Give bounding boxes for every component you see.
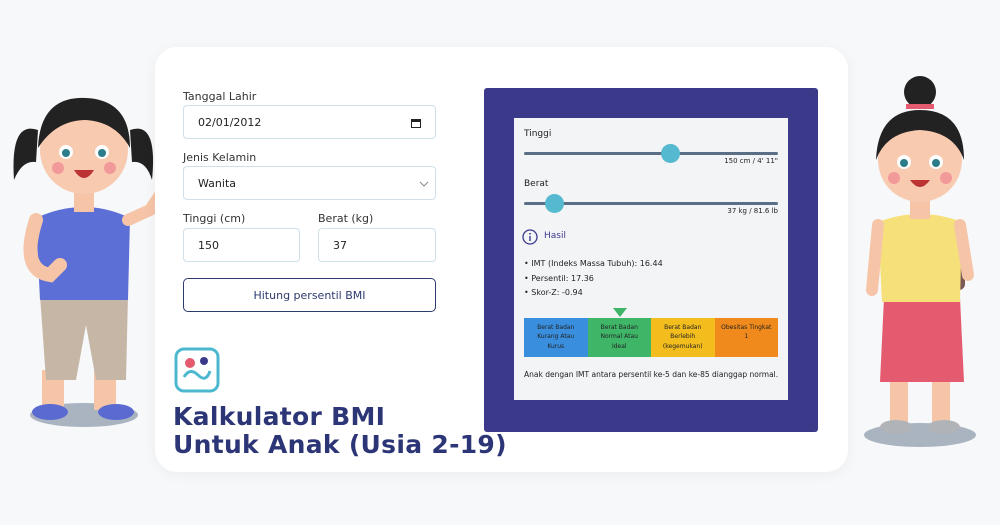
illustration-girl-right [864,76,976,447]
note: Anak dengan IMT antara persentil ke-5 da… [524,370,779,379]
info-icon [522,229,538,245]
illustration-girl-left [13,97,168,427]
label: Jenis Kelamin [183,151,257,164]
category: Berat Badan Normal Atau Ideal [587,318,651,357]
button-label: Hitung persentil BMI [253,288,366,302]
label: Tinggi (cm) [183,212,246,225]
slider-label: Tinggi [524,129,552,139]
label: Berat (kg) [318,212,374,225]
result-item: • IMT (Indeks Massa Tubuh): 16.44 [524,259,663,268]
result-item: • Skor-Z: -0.94 [524,288,583,297]
input-value: 37 [333,238,347,252]
category: Berat Badan Berlebih (kegemukan) [651,318,715,357]
slider-thumb[interactable] [661,144,680,163]
section-title: Hasil [544,231,566,241]
text-input[interactable]: 37 [318,228,436,262]
logo [174,347,220,393]
result-item: • Persentil: 17.36 [524,273,594,283]
label: Tanggal Lahir [183,90,257,103]
page-title: Untuk Anak (Usia 2-19) [173,430,507,459]
date-input[interactable]: 02/01/2012 [183,105,436,139]
result-list: • IMT (Indeks Massa Tubuh): 16.44 • Perse… [524,259,663,303]
slider-label: Berat [524,179,549,189]
slider-track [524,152,778,155]
text-input[interactable]: 150 [183,228,300,262]
calendar-icon [411,119,421,128]
slider-thumb[interactable] [545,194,564,213]
marker [613,308,627,317]
slider-value: 150 cm / 4' 11" [724,157,778,165]
category-bar: Berat Badan Kurang Atau Kurus Berat Badan… [524,318,778,357]
input-value: 02/01/2012 [198,115,262,129]
chevron [419,181,429,187]
select-value: Wanita [198,176,236,190]
input-value: 150 [198,238,219,252]
select[interactable]: Wanita [183,166,436,200]
page-title: Kalkulator BMI [173,402,386,431]
slider-value: 37 kg / 81.6 lb [727,207,778,215]
slider-track [524,202,778,205]
category: Obesitas Tingkat 1 [714,318,778,357]
category: Berat Badan Kurang Atau Kurus [524,318,588,357]
submit-button[interactable]: Hitung persentil BMI [183,278,436,312]
